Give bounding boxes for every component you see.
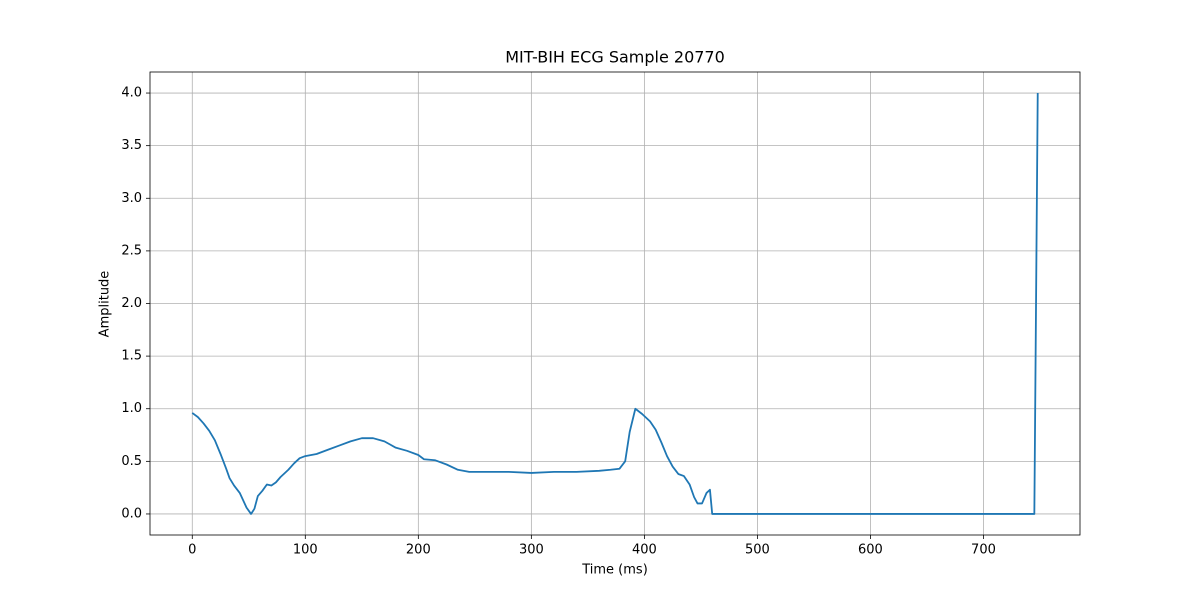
y-tick-label: 1.0: [121, 401, 142, 416]
x-tick-label: 0: [188, 543, 196, 558]
x-tick-label: 300: [519, 543, 544, 558]
x-tick-label: 700: [971, 543, 996, 558]
y-axis-label: Amplitude: [98, 271, 113, 338]
y-tick-label: 3.5: [121, 138, 142, 153]
y-tick-label: 2.5: [121, 243, 142, 258]
y-tick-label: 4.0: [121, 86, 142, 101]
y-tick-label: 3.0: [121, 191, 142, 206]
plot-frame: [149, 71, 1081, 536]
x-tick-label: 500: [745, 543, 770, 558]
ecg-line: [191, 93, 1039, 515]
y-tick-label: 0.0: [121, 506, 142, 521]
y-tick-label: 2.0: [121, 296, 142, 311]
x-axis-label: Time (ms): [581, 563, 648, 578]
chart-title: MIT-BIH ECG Sample 20770: [505, 48, 725, 67]
y-tick-label: 1.5: [121, 349, 142, 364]
x-tick-label: 200: [406, 543, 431, 558]
x-tick-label: 600: [858, 543, 883, 558]
y-tick-label: 0.5: [121, 454, 142, 469]
x-tick-label: 400: [632, 543, 657, 558]
x-tick-label: 100: [293, 543, 318, 558]
